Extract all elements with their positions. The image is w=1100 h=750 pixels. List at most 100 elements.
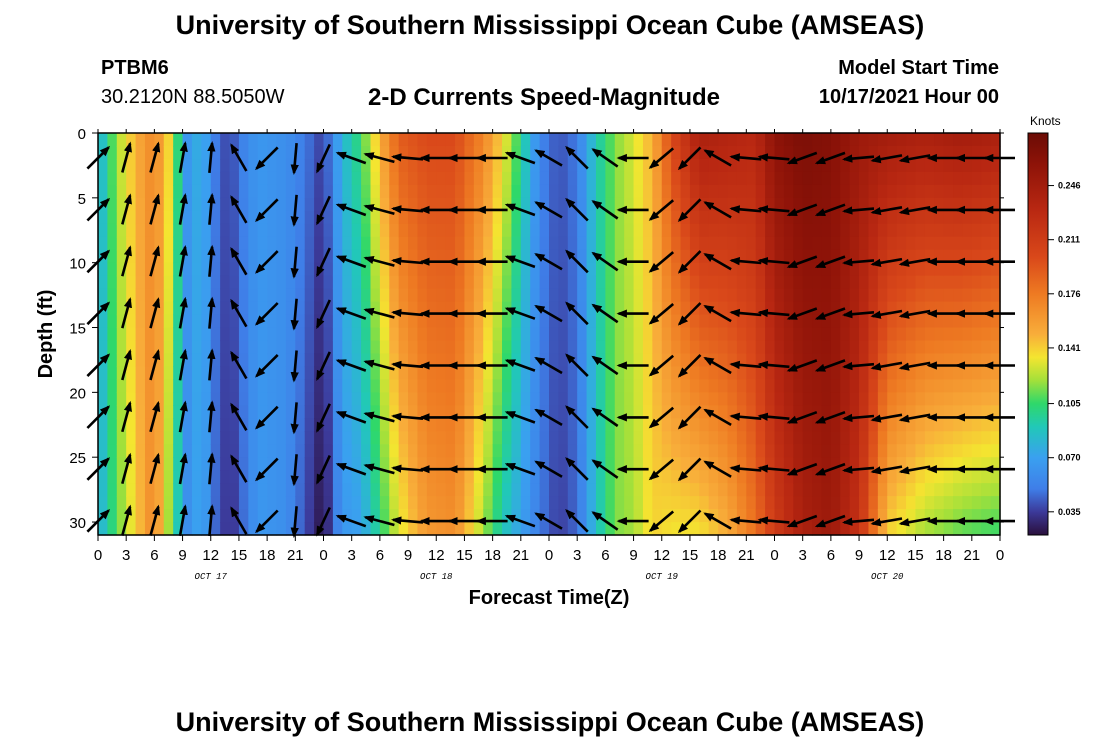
heatmap-cell	[238, 405, 249, 419]
heatmap-cell	[812, 223, 823, 238]
current-vector	[534, 460, 563, 478]
heatmap-cell	[577, 288, 588, 303]
heatmap-cell	[220, 405, 231, 419]
heatmap-cell	[840, 236, 851, 251]
heatmap-cell	[408, 171, 419, 186]
heatmap-cell	[633, 327, 644, 342]
heatmap-cell	[361, 431, 372, 445]
heatmap-cell	[605, 392, 616, 406]
heatmap-cell	[483, 379, 494, 393]
heatmap-cell	[896, 288, 907, 303]
heatmap-cell	[765, 223, 776, 238]
heatmap-cell	[943, 522, 954, 536]
heatmap-cell	[887, 353, 898, 368]
heatmap-cell	[426, 444, 437, 458]
heatmap-cell	[107, 379, 118, 393]
heatmap-cell	[981, 184, 992, 199]
heatmap-cell	[802, 340, 813, 355]
heatmap-cell	[877, 509, 888, 523]
heatmap-cell	[896, 210, 907, 225]
heatmap-cell	[652, 197, 663, 212]
heatmap-cell	[314, 171, 325, 186]
heatmap-cell	[642, 314, 653, 329]
heatmap-cell	[445, 340, 456, 355]
heatmap-cell	[144, 262, 155, 277]
heatmap-cell	[473, 522, 484, 536]
heatmap-cell	[783, 249, 794, 264]
heatmap-cell	[154, 288, 165, 303]
heatmap-cell	[558, 366, 569, 380]
heatmap-cell	[417, 210, 428, 225]
heatmap-cell	[492, 288, 503, 303]
heatmap-cell	[417, 275, 428, 290]
heatmap-cell	[736, 236, 747, 251]
heatmap-cell	[229, 418, 240, 432]
heatmap-cell	[633, 470, 644, 484]
heatmap-cell	[98, 314, 108, 329]
heatmap-cell	[859, 133, 870, 147]
heatmap-cell	[765, 314, 776, 329]
heatmap-cell	[173, 171, 184, 186]
heatmap-cell	[953, 457, 964, 471]
heatmap-cell	[727, 210, 738, 225]
heatmap-cell	[370, 223, 381, 238]
heatmap-cell	[906, 262, 917, 277]
heatmap-cell	[464, 496, 475, 510]
current-vector	[207, 296, 216, 329]
heatmap-cell	[924, 275, 935, 290]
heatmap-cell	[830, 133, 841, 147]
heatmap-cell	[257, 327, 268, 342]
heatmap-cell	[821, 301, 832, 316]
heatmap-cell	[906, 340, 917, 355]
heatmap-cell	[633, 262, 644, 277]
heatmap-cell	[953, 171, 964, 186]
heatmap-cell	[464, 522, 475, 536]
heatmap-cell	[746, 509, 757, 523]
heatmap-cell	[436, 236, 447, 251]
heatmap-cell	[436, 327, 447, 342]
heatmap-cell	[962, 496, 973, 510]
heatmap-cell	[718, 262, 729, 277]
heatmap-cell	[671, 470, 682, 484]
heatmap-cell	[154, 340, 165, 355]
heatmap-cell	[953, 340, 964, 355]
current-vector	[178, 244, 188, 277]
heatmap-cell	[408, 184, 419, 199]
heatmap-cell	[210, 197, 221, 212]
heatmap-cell	[379, 366, 390, 380]
heatmap-cell	[257, 483, 268, 497]
heatmap-cell	[276, 496, 287, 510]
heatmap-cell	[896, 314, 907, 329]
heatmap-cell	[276, 431, 287, 445]
heatmap-cell	[783, 444, 794, 458]
heatmap-cell	[727, 496, 738, 510]
heatmap-cell	[191, 353, 202, 368]
heatmap-cell	[727, 197, 738, 212]
heatmap-cell	[182, 405, 193, 419]
heatmap-cell	[191, 405, 202, 419]
heatmap-cell	[953, 379, 964, 393]
heatmap-cell	[906, 353, 917, 368]
heatmap-cell	[98, 262, 108, 277]
heatmap-cell	[595, 483, 606, 497]
heatmap-cell	[116, 392, 127, 406]
heatmap-cell	[962, 353, 973, 368]
heatmap-cell	[436, 145, 447, 160]
heatmap-cell	[699, 171, 710, 186]
heatmap-cell	[840, 327, 851, 342]
heatmap-cell	[906, 197, 917, 212]
heatmap-cell	[981, 314, 992, 329]
heatmap-cell	[877, 184, 888, 199]
heatmap-cell	[351, 327, 362, 342]
current-vector	[870, 309, 903, 319]
heatmap-cell	[445, 301, 456, 316]
heatmap-cell	[830, 431, 841, 445]
current-vector	[703, 460, 732, 478]
heatmap-cell	[840, 197, 851, 212]
heatmap-cell	[154, 275, 165, 290]
heatmap-cell	[389, 223, 400, 238]
heatmap-cell	[708, 444, 719, 458]
heatmap-cell	[229, 379, 240, 393]
current-vector	[391, 153, 424, 162]
heatmap-cell	[267, 392, 278, 406]
